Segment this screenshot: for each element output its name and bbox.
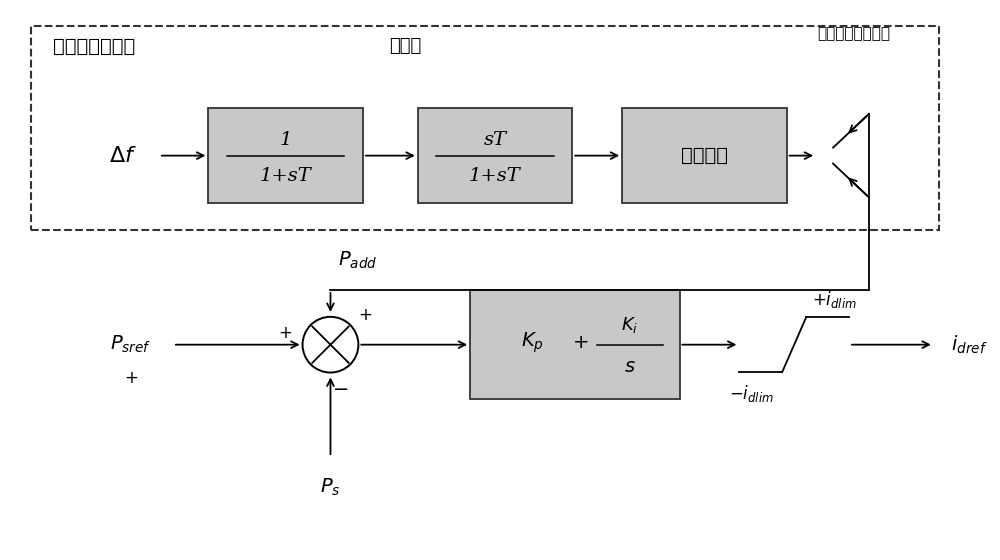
Text: 1+sT: 1+sT — [469, 166, 521, 185]
Text: 鲁棒控制: 鲁棒控制 — [681, 146, 728, 165]
Text: 附加阻尼控制器: 附加阻尼控制器 — [53, 36, 135, 55]
Text: $+i_{dlim}$: $+i_{dlim}$ — [812, 289, 857, 310]
Circle shape — [303, 317, 358, 372]
Text: $P_s$: $P_s$ — [320, 477, 341, 498]
Text: +: + — [279, 324, 293, 342]
Text: 1: 1 — [279, 130, 292, 149]
Text: $P_{add}$: $P_{add}$ — [338, 249, 378, 270]
Text: $P_{sref}$: $P_{sref}$ — [110, 334, 152, 356]
Text: 调节速率限制环节: 调节速率限制环节 — [818, 26, 891, 41]
Text: $K_p$: $K_p$ — [521, 330, 544, 355]
Text: +: + — [358, 306, 372, 324]
FancyBboxPatch shape — [418, 108, 572, 203]
Text: sT: sT — [484, 130, 507, 149]
Text: $\Delta f$: $\Delta f$ — [109, 144, 137, 167]
Text: 滤波器: 滤波器 — [389, 37, 421, 55]
FancyBboxPatch shape — [622, 108, 787, 203]
Text: $K_i$: $K_i$ — [621, 315, 638, 335]
Text: 1+sT: 1+sT — [260, 166, 311, 185]
Text: $i_{dref}$: $i_{dref}$ — [951, 334, 987, 356]
Text: $-i_{dlim}$: $-i_{dlim}$ — [729, 384, 774, 404]
Text: $+$: $+$ — [572, 333, 588, 352]
FancyBboxPatch shape — [208, 108, 363, 203]
Text: $-$: $-$ — [332, 378, 349, 397]
Text: +: + — [124, 368, 138, 386]
Text: $s$: $s$ — [624, 358, 636, 376]
FancyBboxPatch shape — [470, 290, 680, 399]
